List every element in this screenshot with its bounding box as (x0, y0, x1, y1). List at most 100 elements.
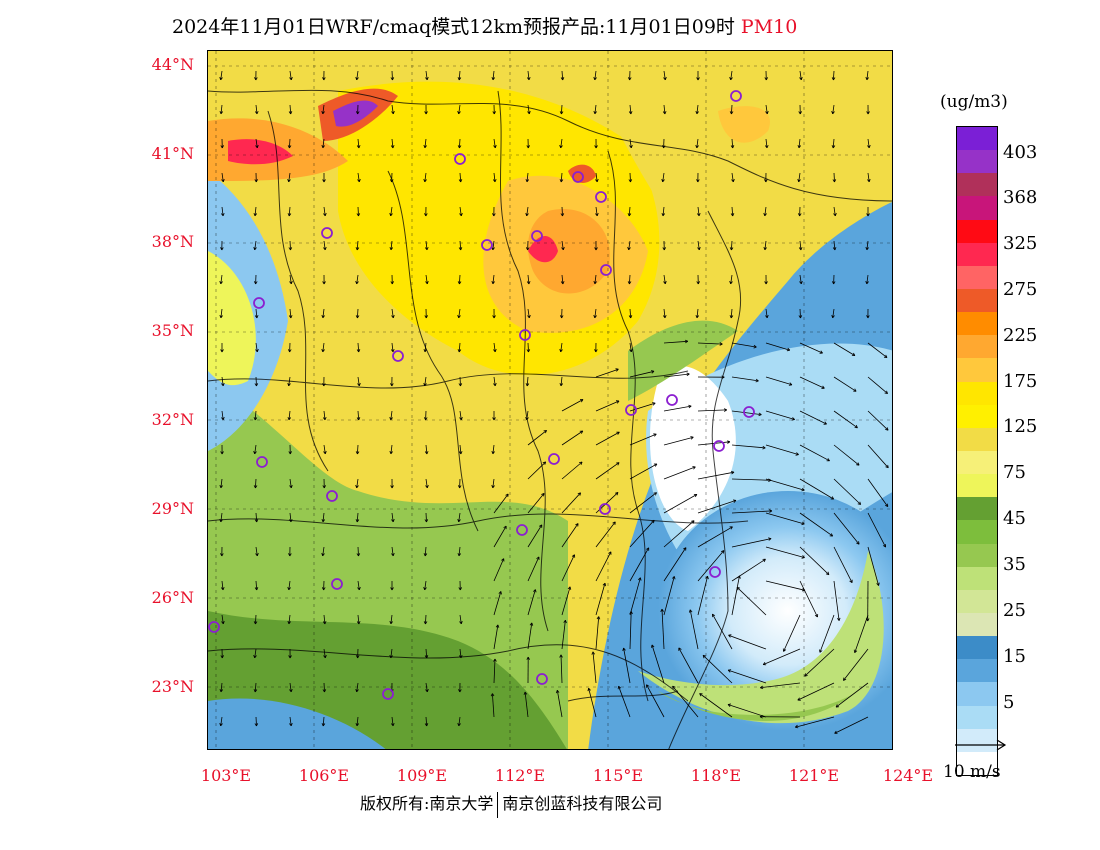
wind-vector-head (425, 315, 428, 319)
wind-vector (595, 368, 619, 378)
wind-vector-head (614, 492, 619, 494)
wind-vector (356, 716, 359, 726)
wind-vector-head (764, 145, 768, 149)
wind-vector-head (289, 145, 292, 149)
wind-vector-head (287, 145, 290, 149)
wind-vector-head (493, 417, 496, 421)
wind-vector (560, 138, 563, 148)
wind-vector-head (730, 77, 733, 81)
wind-vector (595, 582, 606, 616)
wind-vector (697, 206, 700, 216)
colorbar-label: 275 (1003, 279, 1038, 300)
wind-vector-head (820, 350, 823, 354)
wind-vector-head (526, 281, 530, 285)
wind-vector (424, 376, 427, 386)
wind-vector-head (324, 246, 327, 251)
wind-vector-head (799, 213, 802, 217)
wind-vector-head (595, 349, 598, 353)
wind-vector-head (256, 519, 259, 523)
wind-vector (561, 554, 575, 582)
wind-vector (322, 104, 325, 114)
wind-vector (867, 342, 888, 358)
wind-vector-head (559, 654, 562, 658)
wind-vector-head (356, 553, 359, 557)
wind-vector-head (593, 314, 596, 319)
wind-vector-head (730, 526, 733, 530)
wind-vector-head (458, 179, 462, 183)
wind-vector (867, 138, 870, 148)
wind-vector (220, 716, 223, 726)
wind-vector-head (254, 451, 257, 455)
wind-vector (221, 376, 224, 386)
colorbar-swatch (957, 589, 997, 613)
wind-vector-head (764, 247, 767, 251)
wind-vector (526, 172, 529, 182)
wind-vector-head (629, 145, 632, 149)
wind-vector-head (524, 691, 528, 695)
wind-vector-head (764, 281, 767, 285)
wind-vector-head (527, 656, 530, 660)
wind-vector (663, 340, 688, 344)
wind-vector-head (763, 246, 766, 251)
wind-vector (832, 308, 835, 318)
wind-vector (834, 716, 869, 734)
wind-vector-head (765, 281, 768, 285)
wind-vector-head (289, 281, 292, 285)
wind-vector-head (356, 689, 359, 693)
wind-vector-head (288, 315, 292, 319)
wind-vector-head (256, 723, 259, 727)
wind-vector-head (859, 501, 862, 505)
wind-vector-head (729, 111, 732, 115)
wind-vector-head (580, 461, 583, 465)
wind-vector-head (736, 587, 739, 591)
wind-vector-head (801, 557, 805, 559)
wind-vector-head (322, 179, 325, 183)
wind-vector (702, 655, 733, 684)
wind-vector (493, 624, 499, 650)
wind-vector (289, 512, 292, 522)
wind-vector-head (727, 704, 731, 707)
wind-vector-head (728, 634, 732, 636)
wind-vector (288, 376, 291, 386)
wind-vector-head (459, 485, 462, 489)
wind-vector-head (579, 492, 581, 496)
wind-vector (672, 685, 699, 718)
colorbar-swatch (957, 242, 997, 266)
wind-vector-head (764, 179, 767, 183)
wind-vector (799, 444, 830, 462)
wind-vector-head (288, 111, 292, 115)
wind-vector-head (887, 464, 889, 468)
wind-vector-head (288, 179, 291, 183)
wind-vector-head (858, 541, 860, 545)
wind-vector (527, 308, 530, 318)
wind-vector-head (458, 587, 461, 591)
wind-vector-head (678, 647, 682, 650)
wind-vector-head (358, 213, 361, 217)
wind-vector-head (322, 281, 325, 285)
wind-vector-head (588, 687, 591, 691)
wind-vector-head (525, 179, 528, 183)
wind-vector-head (355, 315, 358, 319)
wind-vector-head (323, 587, 326, 591)
wind-vector (561, 620, 566, 650)
wind-vector-head (698, 246, 701, 251)
wind-vector-head (594, 315, 597, 319)
wind-vector-head (356, 281, 359, 285)
wind-vector-head (289, 723, 292, 727)
wind-vector-head (323, 179, 326, 183)
lat-label: 44°N (151, 55, 194, 74)
wind-vector (390, 614, 393, 624)
wind-vector-head (832, 111, 835, 115)
wind-vector-head (825, 573, 830, 576)
wind-vector-head (720, 550, 725, 552)
wind-vector-head (866, 281, 869, 285)
wind-vector-head (459, 587, 463, 591)
wind-vector-head (526, 349, 529, 353)
wind-vector-head (789, 382, 793, 386)
wind-vector-head (322, 77, 325, 81)
wind-vector-head (426, 280, 429, 285)
wind-vector (843, 648, 869, 681)
wind-vector (221, 410, 224, 420)
wind-vector (357, 308, 359, 319)
wind-vector (458, 70, 461, 81)
